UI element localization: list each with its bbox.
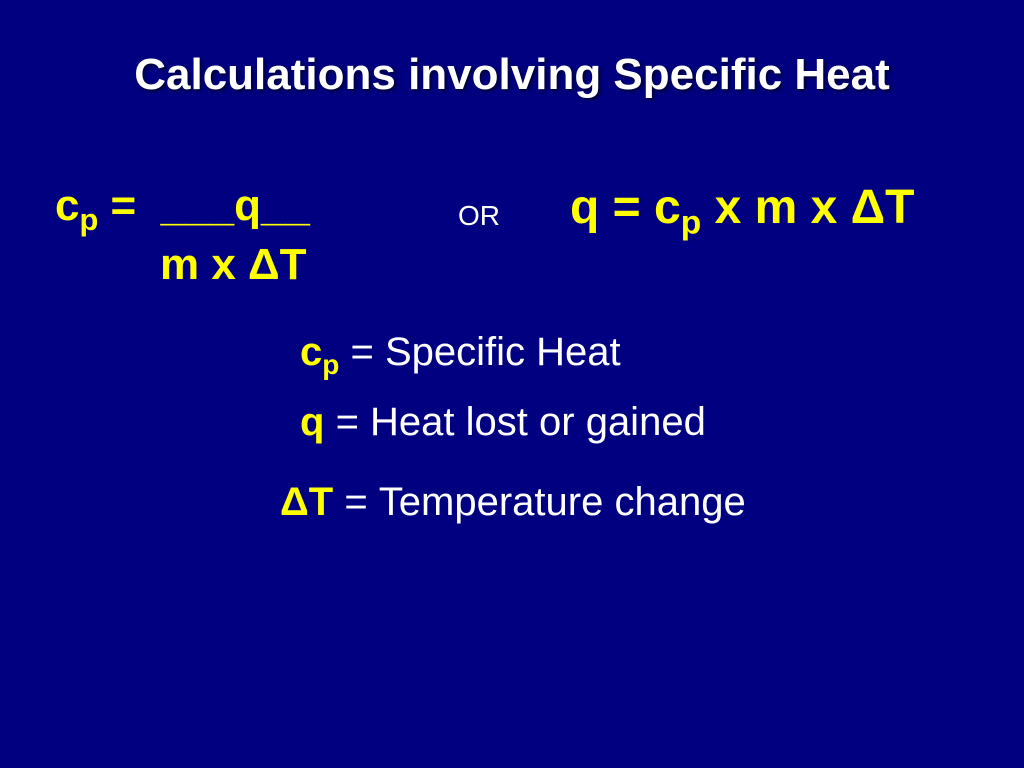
formula-product: q = cp x m x ΔT	[570, 180, 914, 243]
symbol-q: q	[300, 400, 324, 444]
symbol-cp: cp	[300, 330, 339, 374]
symbol-delta-t: ΔT	[280, 480, 333, 524]
definition-q-text: Heat lost or gained	[370, 400, 706, 444]
or-label: OR	[458, 200, 500, 232]
formula-numerator: cp = ___q__	[55, 180, 310, 239]
definition-delta-t-text: Temperature change	[379, 480, 746, 524]
formula-denominator: m x ΔT	[55, 239, 310, 292]
formula-fraction: cp = ___q__ m x ΔT	[55, 180, 310, 292]
definition-q: q = Heat lost or gained	[300, 400, 706, 445]
definition-cp: cp = Specific Heat	[300, 330, 621, 381]
definition-cp-text: Specific Heat	[385, 330, 621, 374]
definition-delta-t: ΔT = Temperature change	[280, 480, 746, 525]
slide-title: Calculations involving Specific Heat	[0, 50, 1024, 100]
